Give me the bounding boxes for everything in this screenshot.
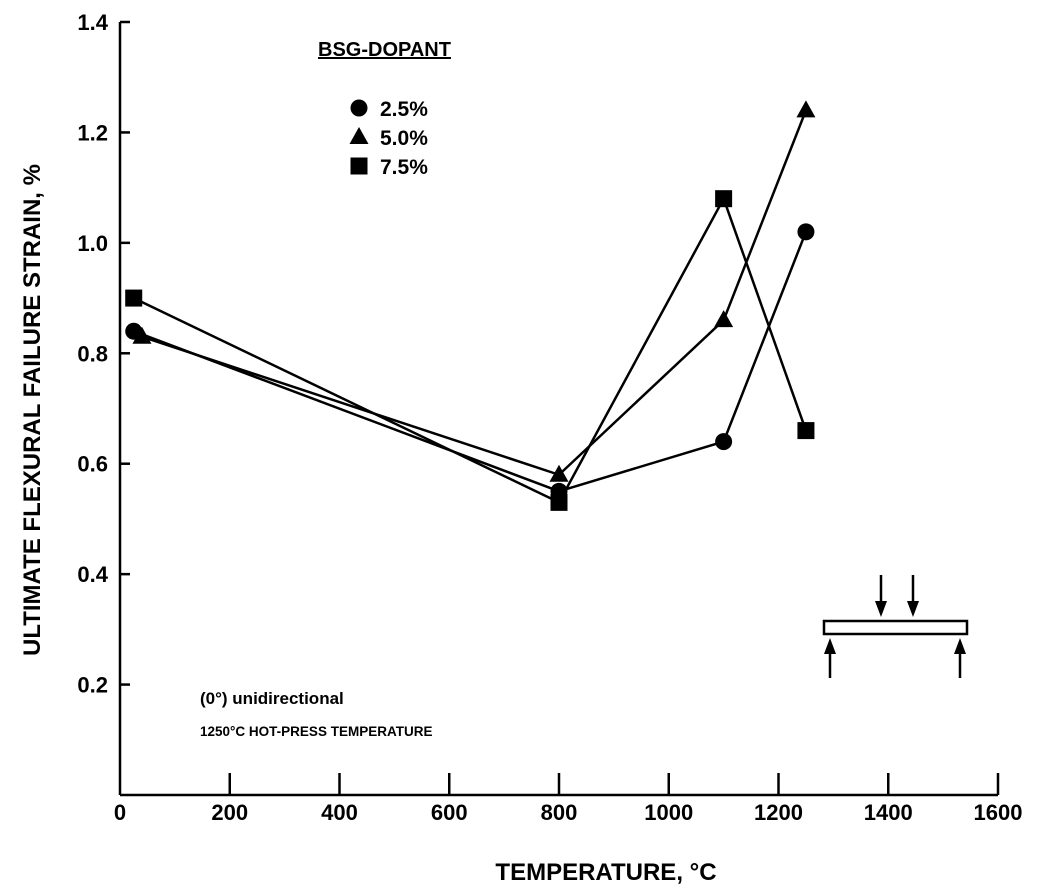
x-tick-label-800: 800: [541, 800, 578, 825]
legend-marker-square: [350, 157, 368, 175]
series-line-triangle: [141, 109, 808, 477]
data-point-triangle-0: [132, 326, 152, 344]
legend-items: 2.5% 5.0% 7.5%: [349, 98, 428, 179]
data-point-square-2: [715, 190, 733, 208]
x-tick-label-1200: 1200: [754, 800, 803, 825]
x-tick-label-400: 400: [321, 800, 358, 825]
annotation-orientation: (0°) unidirectional: [200, 689, 344, 708]
series-circle: [125, 223, 815, 500]
series-line-circle: [133, 231, 808, 493]
y-axis-title: ULTIMATE FLEXURAL FAILURE STRAIN, %: [19, 164, 46, 656]
x-tick-label-0: 0: [114, 800, 126, 825]
support-arrow-right: [954, 638, 966, 678]
legend-marker-circle: [350, 99, 368, 117]
series-line-square: [133, 195, 808, 505]
load-arrow-right: [907, 575, 919, 617]
legend-marker-triangle: [349, 127, 369, 144]
four-point-bend-inset: [822, 575, 969, 678]
annotation-hot-press: 1250°C HOT-PRESS TEMPERATURE: [200, 724, 432, 739]
series-layer: [125, 100, 816, 511]
y-tick-label-0.6: 0.6: [77, 452, 108, 477]
x-tick-label-1400: 1400: [864, 800, 913, 825]
series-square: [125, 190, 815, 511]
x-tick-label-600: 600: [431, 800, 468, 825]
x-tick-label-1600: 1600: [974, 800, 1023, 825]
y-tick-label-1: 1.0: [77, 231, 108, 256]
legend-label-triangle: 5.0%: [380, 127, 428, 150]
y-tick-label-1.2: 1.2: [77, 120, 108, 145]
load-arrow-left: [875, 575, 887, 617]
x-tick-label-1000: 1000: [644, 800, 693, 825]
y-tick-label-0.4: 0.4: [77, 562, 108, 587]
y-tick-label-0.2: 0.2: [77, 673, 108, 698]
legend-label-circle: 2.5%: [380, 98, 428, 121]
data-point-circle-2: [715, 433, 733, 451]
x-tick-label-200: 200: [211, 800, 248, 825]
specimen-bar: [822, 619, 969, 636]
data-point-square-0: [125, 289, 143, 307]
legend-title: BSG-DOPANT: [318, 39, 451, 61]
x-axis-ticks: 0 200 400 600 800 1000 1200 1400 1600: [114, 773, 1023, 825]
y-axis-ticks: 0.2 0.4 0.6 0.8 1.0 1.2 1.4: [77, 10, 130, 698]
data-point-square-1: [550, 493, 568, 511]
x-axis-title: TEMPERATURE, °C: [495, 859, 716, 886]
y-tick-label-0.8: 0.8: [77, 341, 108, 366]
data-point-square-3: [797, 422, 815, 440]
legend: BSG-DOPANT 2.5% 5.0% 7.5%: [318, 39, 451, 179]
data-point-triangle-1: [549, 464, 569, 482]
data-point-circle-3: [797, 223, 815, 241]
data-point-triangle-3: [796, 100, 816, 118]
support-arrow-left: [824, 638, 836, 678]
legend-label-square: 7.5%: [380, 156, 428, 179]
y-tick-label-1.4: 1.4: [77, 10, 108, 35]
data-point-triangle-2: [714, 310, 734, 328]
axes: 0 200 400 600 800 1000 1200 1400 1600 0.20.40.60…: [77, 10, 1022, 825]
series-triangle: [132, 100, 816, 482]
